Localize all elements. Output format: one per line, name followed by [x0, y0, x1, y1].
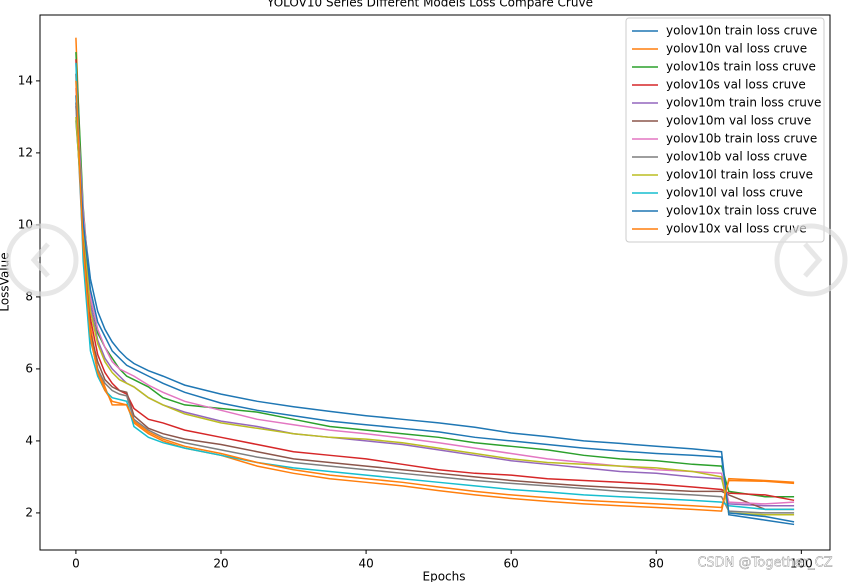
x-tick-label: 20 [213, 557, 228, 571]
y-tick-label: 14 [18, 73, 33, 87]
y-tick-label: 4 [25, 433, 33, 447]
legend-label: yolov10x train loss cruve [666, 204, 817, 218]
plot-frame [39, 14, 831, 551]
legend-label: yolov10n val loss cruve [666, 42, 807, 56]
y-axis-label: LossValue [0, 252, 12, 311]
series-line [75, 116, 795, 516]
series-line [75, 62, 795, 511]
nav-prev-arrow [30, 242, 50, 278]
y-tick-label: 6 [25, 361, 33, 375]
nav-prev[interactable] [5, 223, 79, 297]
y-tick-label: 12 [18, 145, 33, 159]
legend-label: yolov10l val loss cruve [666, 186, 803, 200]
legend-label: yolov10s val loss cruve [666, 78, 806, 92]
series-line [75, 95, 795, 523]
x-tick-label: 60 [504, 557, 519, 571]
nav-next[interactable] [774, 223, 848, 297]
y-tick-label: 8 [25, 289, 33, 303]
x-tick-label: 0 [72, 557, 80, 571]
legend-label: yolov10m train loss cruve [666, 96, 821, 110]
legend-label: yolov10n train loss cruve [666, 24, 817, 38]
series-line [75, 59, 795, 502]
series-line [75, 73, 795, 511]
x-tick-label: 80 [649, 557, 664, 571]
legend-label: yolov10x val loss cruve [666, 222, 807, 236]
x-axis-label: Epochs [423, 570, 466, 582]
y-tick-label: 2 [25, 505, 33, 519]
legend-box [625, 17, 825, 243]
watermark: CSDN @Together_CZ [697, 556, 832, 571]
legend-label: yolov10b train loss cruve [666, 132, 817, 146]
x-tick-label: 100 [790, 557, 813, 571]
series-line [75, 120, 795, 526]
series-line [75, 37, 795, 512]
legend-label: yolov10l train loss cruve [666, 168, 813, 182]
series-line [75, 80, 795, 509]
nav-next-arrow [803, 242, 823, 278]
series-line [75, 102, 795, 514]
legend-label: yolov10s train loss cruve [666, 60, 816, 74]
legend-label: yolov10b val loss cruve [666, 150, 807, 164]
legend-label: yolov10m val loss cruve [666, 114, 811, 128]
series-line [75, 88, 795, 505]
x-tick-label: 40 [358, 557, 373, 571]
chart-title: YOLOV10 Series Different Models Loss Com… [266, 0, 593, 10]
series-line [75, 52, 795, 498]
